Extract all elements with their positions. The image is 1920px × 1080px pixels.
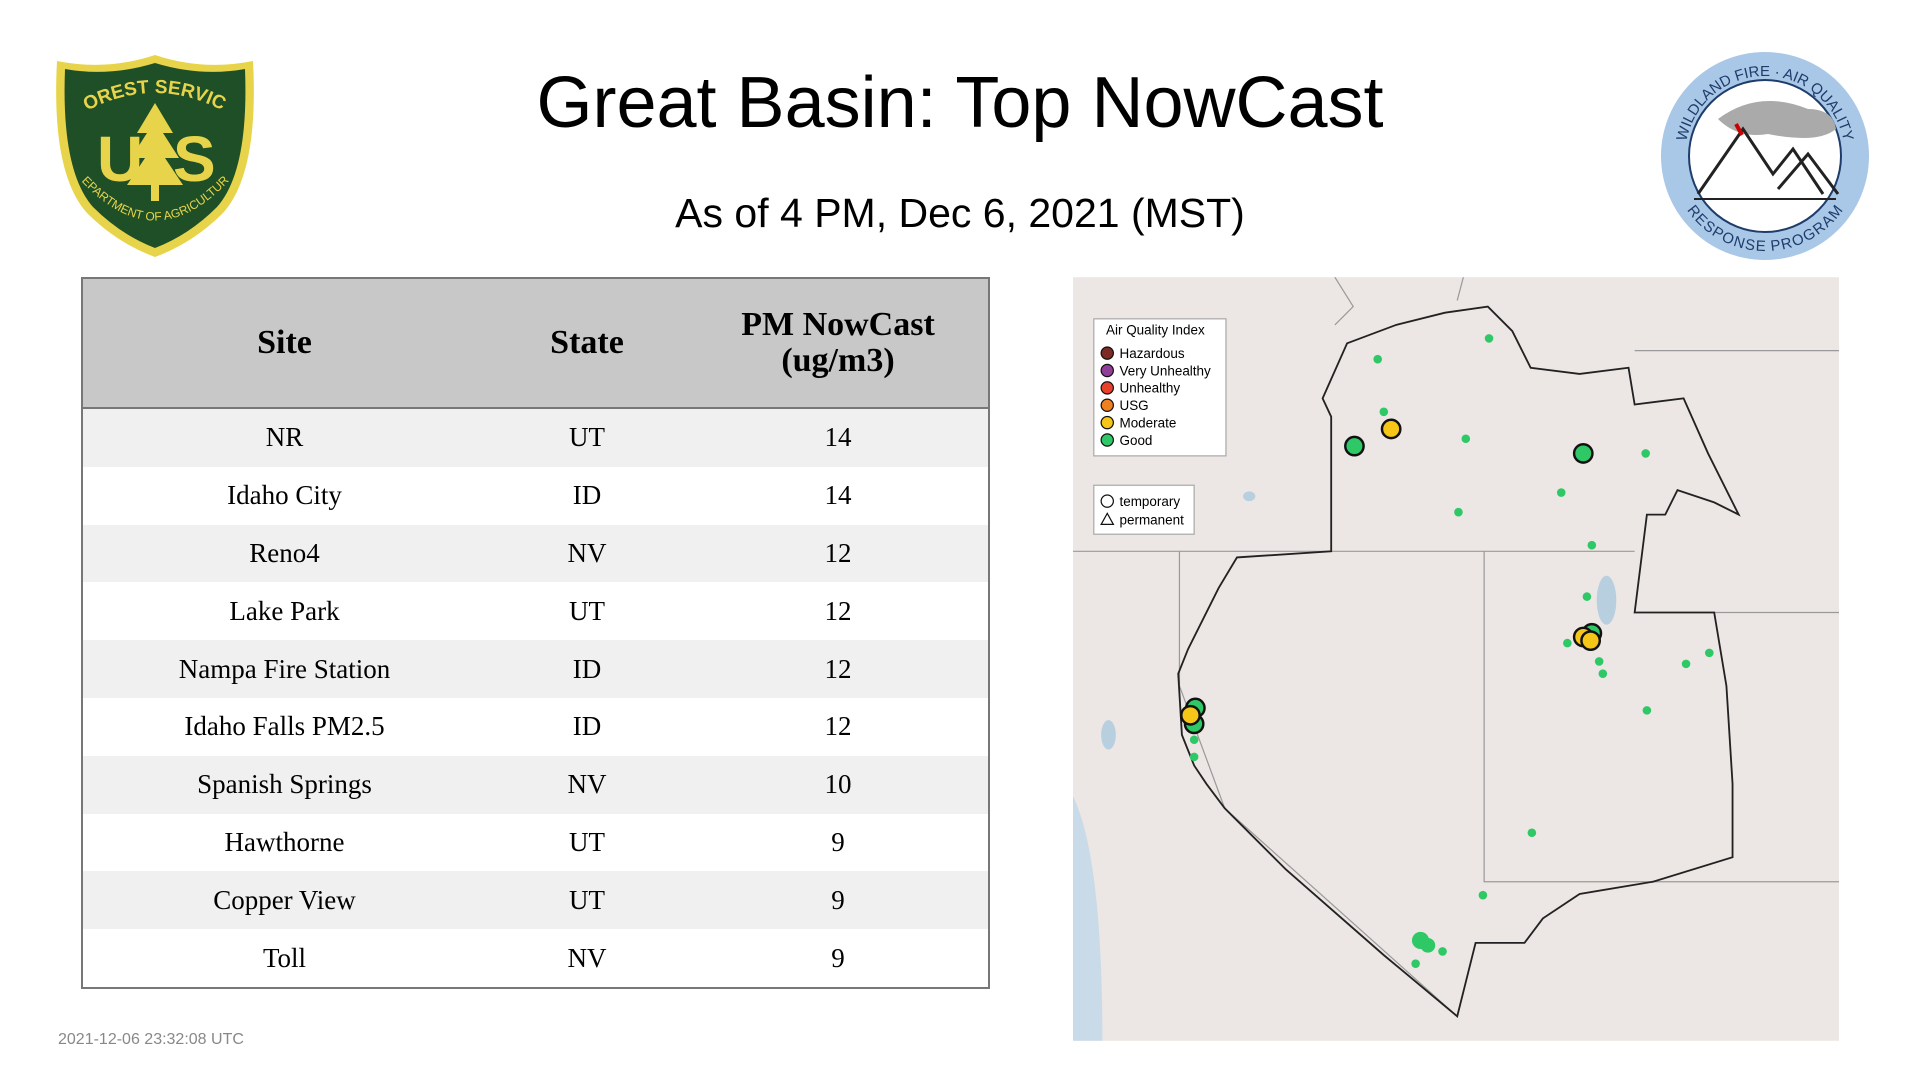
- table-cell: ID: [486, 697, 688, 756]
- map: Air Quality Index Hazardous Very Unhealth…: [1073, 277, 1839, 1041]
- table-body: NR UT 14 Idaho City ID 14 Reno4 NV 12 Lake Park UT…: [82, 408, 989, 988]
- legend-swatch: [1100, 381, 1114, 395]
- table-row: Reno4 NV 12: [82, 524, 989, 583]
- column-header: PM NowCast (ug/m3): [688, 278, 989, 409]
- legend-shape: temporary: [1119, 494, 1180, 509]
- legend-shape: permanent: [1119, 512, 1184, 527]
- table-cell: 10: [688, 755, 989, 814]
- table-row: Hawthorne UT 9: [82, 813, 989, 872]
- table-row: Lake Park UT 12: [82, 582, 989, 641]
- legend-label: Good: [1119, 433, 1152, 448]
- table-row: Spanish Springs NV 10: [82, 755, 989, 814]
- legend-label: Very Unhealthy: [1119, 363, 1211, 378]
- table-cell: ID: [486, 640, 688, 698]
- table-cell: UT: [486, 408, 688, 467]
- legend-swatch: [1100, 363, 1114, 378]
- table-cell: Copper View: [82, 871, 486, 930]
- table-cell: NR: [82, 408, 486, 467]
- table-cell: Idaho Falls PM2.5: [82, 697, 486, 756]
- table-row: Nampa Fire Station ID 12: [82, 640, 989, 698]
- table-cell: 14: [688, 466, 989, 525]
- table-cell: NV: [486, 524, 688, 583]
- table-cell: 9: [688, 813, 989, 872]
- table-cell: 12: [688, 582, 989, 641]
- table-row: Copper View UT 9: [82, 871, 989, 930]
- table-cell: 9: [688, 871, 989, 930]
- table-cell: NV: [486, 929, 688, 988]
- legend-items: Hazardous Very Unhealthy Unhealthy USG Moder…: [1100, 346, 1211, 448]
- table-row: Idaho City ID 14: [82, 466, 989, 525]
- legend-swatch: [1100, 415, 1114, 430]
- table-cell: 14: [688, 408, 989, 467]
- table-cell: NV: [486, 755, 688, 814]
- table-cell: Idaho City: [82, 466, 486, 525]
- air-quality-logo: WILDLAND FIRE · AIR QUALITY RESPONSE PRO…: [1661, 52, 1869, 260]
- legend-label: Unhealthy: [1119, 381, 1180, 396]
- legend-label: USG: [1119, 398, 1148, 413]
- table-row: Idaho Falls PM2.5 ID 12: [82, 697, 989, 756]
- table-row: NR UT 14: [82, 408, 989, 467]
- header-row: Site State PM NowCast (ug/m3): [82, 278, 989, 409]
- column-header: State: [486, 278, 688, 409]
- table-cell: 9: [688, 929, 989, 988]
- legend-title: Air Quality Index: [1106, 323, 1205, 338]
- table-cell: Hawthorne: [82, 813, 486, 872]
- table-cell: 12: [688, 697, 989, 756]
- column-header: Site: [82, 278, 486, 409]
- subtitle: As of 4 PM, Dec 6, 2021 (MST): [675, 190, 1245, 236]
- title: Great Basin: Top NowCast: [536, 63, 1384, 143]
- table-cell: 12: [688, 524, 989, 583]
- table-cell: UT: [486, 813, 688, 872]
- table-cell: ID: [486, 466, 688, 525]
- table-cell: Reno4: [82, 524, 486, 583]
- table-row: Toll NV 9: [82, 929, 989, 988]
- timestamp: 2021-12-06 23:32:08 UTC: [58, 1031, 244, 1048]
- legend-label: Hazardous: [1119, 346, 1184, 361]
- table-cell: UT: [486, 582, 688, 641]
- table-cell: UT: [486, 871, 688, 930]
- nowcast-table: Site State PM NowCast (ug/m3) NR UT 14 Idaho …: [81, 277, 990, 989]
- legend-swatch: [1100, 398, 1114, 412]
- legend-swatch: [1100, 346, 1114, 360]
- table-cell: Nampa Fire Station: [82, 640, 486, 698]
- table-cell: 12: [688, 640, 989, 698]
- legend-label: Moderate: [1119, 415, 1176, 430]
- table-cell: Spanish Springs: [82, 755, 486, 814]
- table-cell: Lake Park: [82, 582, 486, 641]
- table-cell: Toll: [82, 929, 486, 988]
- legend-swatch: [1100, 433, 1114, 447]
